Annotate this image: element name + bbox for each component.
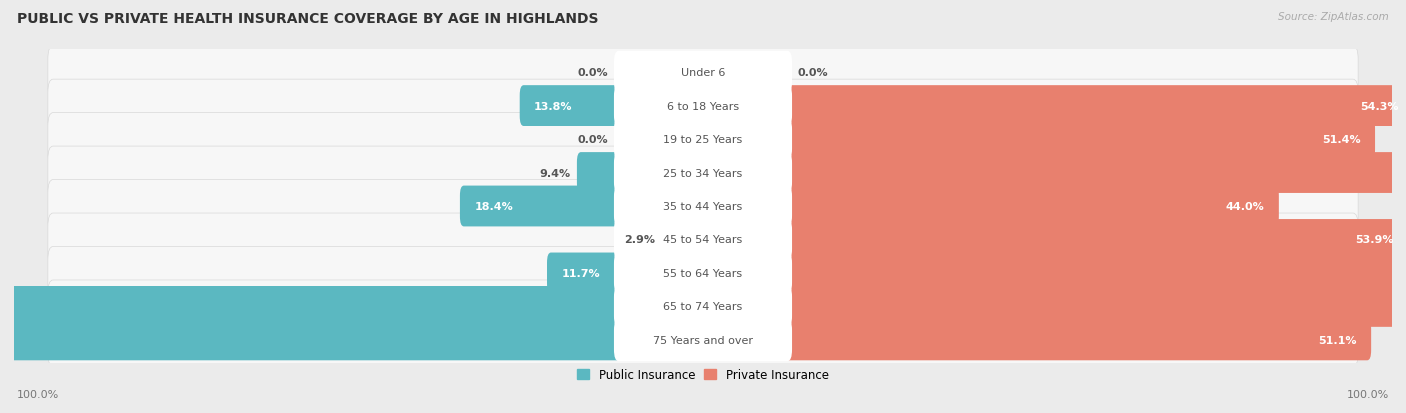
Text: 54.3%: 54.3%	[1360, 101, 1399, 112]
Text: 2.9%: 2.9%	[624, 235, 655, 245]
FancyBboxPatch shape	[614, 52, 792, 94]
FancyBboxPatch shape	[699, 253, 1406, 294]
Text: 0.0%: 0.0%	[578, 68, 609, 78]
FancyBboxPatch shape	[48, 247, 1358, 300]
Text: 18.4%: 18.4%	[474, 202, 513, 211]
FancyBboxPatch shape	[614, 218, 792, 261]
FancyBboxPatch shape	[614, 285, 792, 328]
Text: 11.7%: 11.7%	[561, 268, 600, 278]
FancyBboxPatch shape	[48, 314, 1358, 366]
Text: 100.0%: 100.0%	[1347, 389, 1389, 399]
FancyBboxPatch shape	[699, 153, 1406, 193]
Text: 45 to 54 Years: 45 to 54 Years	[664, 235, 742, 245]
FancyBboxPatch shape	[614, 252, 792, 294]
FancyBboxPatch shape	[48, 147, 1358, 199]
FancyBboxPatch shape	[699, 320, 1371, 361]
FancyBboxPatch shape	[614, 319, 792, 361]
Text: 9.4%: 9.4%	[540, 168, 571, 178]
Text: 35 to 44 Years: 35 to 44 Years	[664, 202, 742, 211]
Text: 100.0%: 100.0%	[17, 389, 59, 399]
FancyBboxPatch shape	[699, 119, 1375, 160]
Text: 55 to 64 Years: 55 to 64 Years	[664, 268, 742, 278]
FancyBboxPatch shape	[460, 186, 707, 227]
FancyBboxPatch shape	[48, 214, 1358, 266]
FancyBboxPatch shape	[699, 186, 1279, 227]
FancyBboxPatch shape	[614, 119, 792, 161]
FancyBboxPatch shape	[699, 220, 1406, 260]
Text: 51.4%: 51.4%	[1322, 135, 1361, 145]
Text: 75 Years and over: 75 Years and over	[652, 335, 754, 345]
FancyBboxPatch shape	[614, 185, 792, 228]
Text: 53.9%: 53.9%	[1355, 235, 1393, 245]
FancyBboxPatch shape	[48, 80, 1358, 133]
Text: 6 to 18 Years: 6 to 18 Years	[666, 101, 740, 112]
Text: PUBLIC VS PRIVATE HEALTH INSURANCE COVERAGE BY AGE IN HIGHLANDS: PUBLIC VS PRIVATE HEALTH INSURANCE COVER…	[17, 12, 599, 26]
FancyBboxPatch shape	[614, 152, 792, 195]
FancyBboxPatch shape	[661, 220, 707, 260]
FancyBboxPatch shape	[699, 86, 1406, 127]
FancyBboxPatch shape	[48, 180, 1358, 233]
Text: 13.8%: 13.8%	[534, 101, 572, 112]
Text: 51.1%: 51.1%	[1319, 335, 1357, 345]
FancyBboxPatch shape	[614, 85, 792, 128]
Text: Source: ZipAtlas.com: Source: ZipAtlas.com	[1278, 12, 1389, 22]
Text: 65 to 74 Years: 65 to 74 Years	[664, 301, 742, 312]
FancyBboxPatch shape	[547, 253, 707, 294]
FancyBboxPatch shape	[699, 286, 1406, 327]
Text: 44.0%: 44.0%	[1226, 202, 1264, 211]
FancyBboxPatch shape	[0, 320, 707, 361]
Text: Under 6: Under 6	[681, 68, 725, 78]
Legend: Public Insurance, Private Insurance: Public Insurance, Private Insurance	[572, 363, 834, 386]
FancyBboxPatch shape	[48, 47, 1358, 99]
FancyBboxPatch shape	[0, 286, 707, 327]
Text: 25 to 34 Years: 25 to 34 Years	[664, 168, 742, 178]
FancyBboxPatch shape	[576, 153, 707, 193]
FancyBboxPatch shape	[520, 86, 707, 127]
FancyBboxPatch shape	[48, 113, 1358, 166]
Text: 19 to 25 Years: 19 to 25 Years	[664, 135, 742, 145]
Text: 0.0%: 0.0%	[578, 135, 609, 145]
FancyBboxPatch shape	[48, 280, 1358, 333]
Text: 0.0%: 0.0%	[797, 68, 828, 78]
